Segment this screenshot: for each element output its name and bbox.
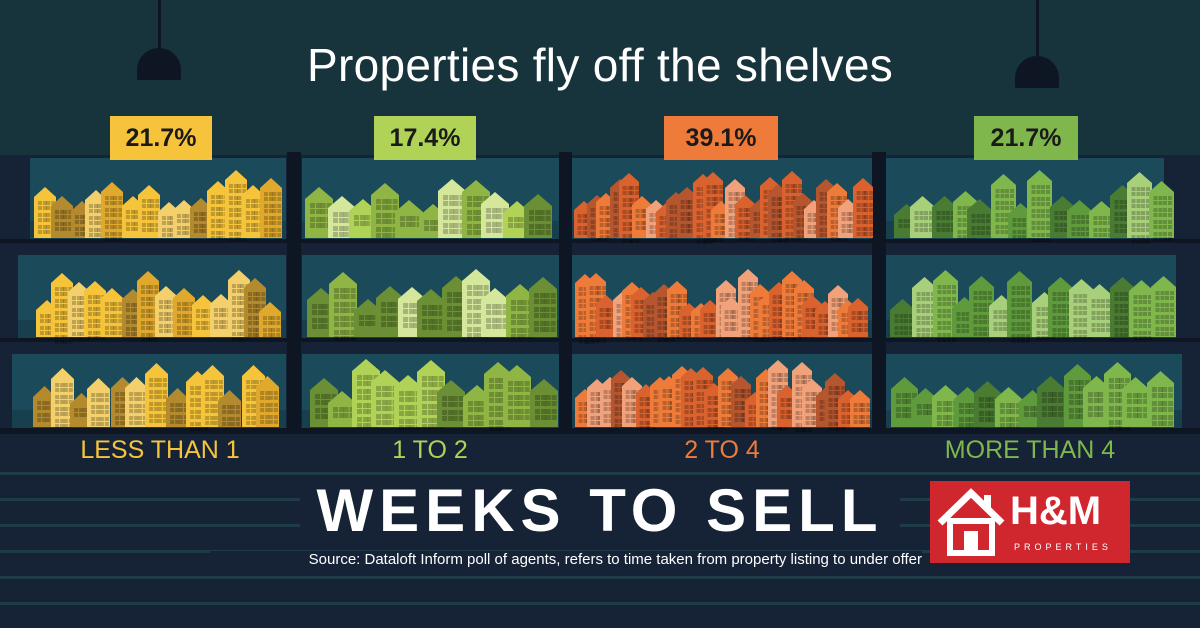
house-mark [524, 194, 552, 238]
house-mark [974, 381, 1001, 427]
floor-stripe [0, 472, 1200, 475]
house-icon [937, 488, 1005, 556]
house-mark [853, 178, 874, 238]
shelf-board [0, 338, 1200, 342]
logo-name: H&M [1010, 489, 1102, 533]
house-mark [910, 196, 935, 238]
house-mark [1027, 170, 1052, 242]
house-mark [1087, 284, 1112, 337]
logo-tagline: PROPERTIES [1014, 542, 1112, 552]
house-mark [218, 390, 241, 427]
house-mark [305, 187, 333, 238]
house-mark [395, 200, 423, 238]
source-note: Source: Dataloft Inform poll of agents, … [210, 551, 922, 568]
house-mark [933, 270, 958, 342]
house-mark [101, 288, 123, 337]
house-mark [1129, 280, 1154, 340]
house-mark [848, 298, 869, 337]
house-mark [1151, 276, 1176, 337]
lamp-icon [137, 0, 181, 80]
house-mark [87, 378, 110, 427]
house-mark [1007, 271, 1032, 343]
house-mark [371, 183, 399, 238]
house-mark [260, 178, 282, 238]
value-label: 17.4% [374, 116, 476, 160]
shelf-post [872, 152, 886, 434]
house-mark [503, 365, 531, 427]
house-mark [967, 199, 992, 238]
house-mark [51, 196, 73, 238]
house-mark [192, 295, 214, 337]
company-logo: H&M PROPERTIES [930, 481, 1130, 563]
house-mark [932, 196, 957, 238]
house-mark [329, 272, 357, 341]
house-mark [125, 377, 148, 427]
house-mark [891, 377, 918, 427]
house-mark [173, 288, 195, 337]
house-mark [677, 187, 698, 238]
house-mark [1127, 172, 1152, 244]
shelf-post [287, 152, 301, 434]
house-mark [438, 179, 466, 238]
house-mark [242, 185, 264, 238]
house-mark [155, 286, 177, 337]
lamp-icon [1015, 0, 1059, 90]
category-label: 1 TO 2 [392, 436, 468, 464]
house-mark [1067, 200, 1092, 238]
house-mark [890, 299, 915, 337]
category-label: MORE THAN 4 [944, 436, 1116, 464]
value-label: 21.7% [110, 116, 212, 160]
value-label: 21.7% [974, 116, 1078, 160]
house-mark [166, 388, 189, 427]
house-mark [1037, 376, 1064, 427]
shelf-post [559, 152, 572, 434]
chart-title: Properties fly off the shelves [307, 39, 893, 91]
house-mark [529, 277, 557, 337]
house-mark [1110, 277, 1135, 337]
shelf-board [0, 428, 1200, 434]
floor-stripe [0, 602, 1200, 605]
house-mark [912, 277, 937, 337]
house-mark [530, 379, 558, 427]
house-mark [145, 363, 168, 427]
house-mark [1008, 203, 1033, 239]
house-mark [481, 288, 509, 337]
house-mark [259, 302, 281, 337]
house-mark [1122, 377, 1149, 427]
value-label: 39.1% [664, 116, 778, 160]
house-mark [1083, 376, 1110, 427]
house-mark [481, 192, 509, 238]
house-mark [138, 185, 160, 238]
house-mark [1147, 371, 1174, 427]
house-mark [850, 390, 871, 427]
floor-stripe [0, 576, 1200, 579]
house-mark [995, 387, 1022, 428]
house-mark [101, 182, 123, 241]
category-label: LESS THAN 1 [80, 436, 240, 464]
house-mark [173, 200, 195, 238]
house-mark [437, 380, 465, 427]
shelf-board [0, 239, 1200, 243]
axis-title: WEEKS TO SELL [300, 476, 900, 545]
category-label: 2 TO 4 [684, 436, 760, 464]
house-mark [417, 289, 445, 337]
house-mark [225, 170, 247, 241]
house-mark [33, 386, 56, 427]
house-mark [1149, 181, 1174, 241]
house-mark [256, 376, 279, 427]
